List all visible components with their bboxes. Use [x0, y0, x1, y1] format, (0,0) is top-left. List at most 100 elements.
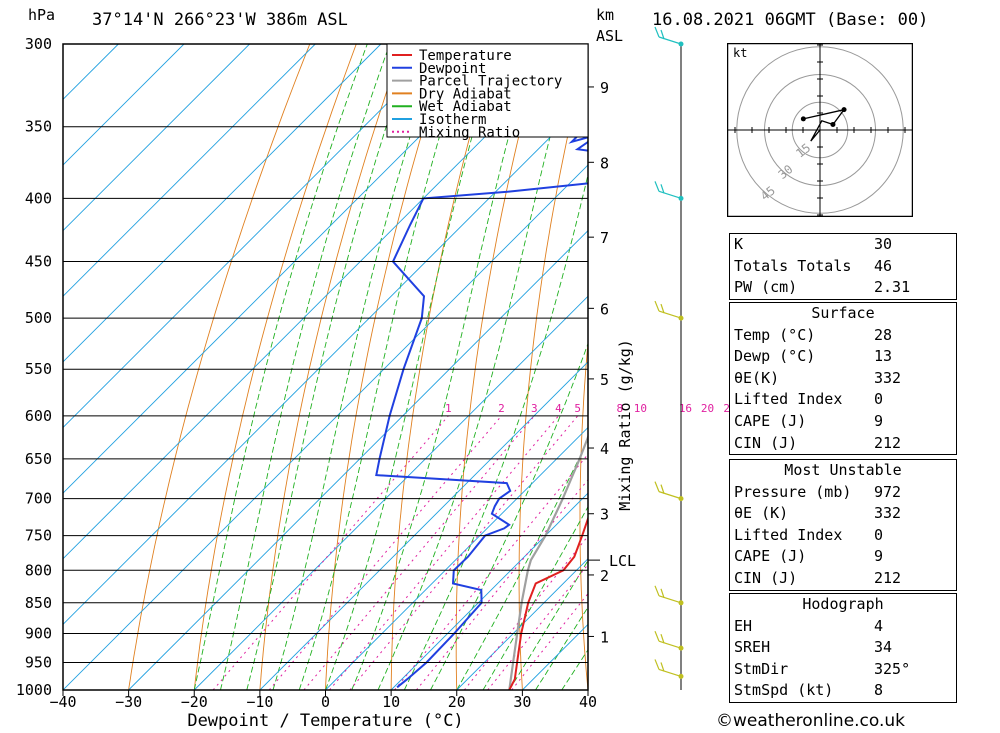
height-km-label: 1 — [600, 628, 609, 646]
isotherm-line — [63, 44, 119, 101]
isotherm-line — [63, 44, 579, 560]
height-km-label: 8 — [600, 154, 609, 172]
mixing-ratio-label: 2 — [498, 402, 505, 415]
pressure-tick-label: 1000 — [16, 681, 52, 699]
surface-row: CAPE (J) 9 — [730, 411, 956, 433]
surface-thetae-label: θE(K) — [734, 368, 780, 387]
surface-li-value: 0 — [874, 390, 884, 409]
height-km-label: 7 — [600, 229, 609, 247]
pressure-tick-label: 650 — [25, 450, 52, 468]
surface-temp-label: Temp (°C) — [734, 325, 816, 344]
stmdir-label: StmDir — [734, 659, 789, 678]
totals-totals-row: Totals Totals 46 — [730, 256, 956, 278]
isotherm-line — [63, 44, 185, 166]
pressure-tick-label: 550 — [25, 360, 52, 378]
mixing-ratio-label: 1 — [445, 402, 452, 415]
pw-row: PW (cm) 2.31 — [730, 277, 956, 299]
temperature-tick-label: 0 — [321, 693, 330, 711]
mu-row: CAPE (J) 9 — [730, 546, 956, 568]
unit-km: km — [596, 6, 615, 24]
unit-hpa: hPa — [28, 6, 56, 24]
pressure-tick-label: 300 — [25, 35, 52, 53]
legend-entry: Mixing Ratio — [419, 125, 520, 141]
height-km-label: 3 — [600, 506, 609, 524]
unit-asl: ASL — [596, 27, 624, 45]
mixing-ratio-label: 8 — [616, 402, 623, 415]
pressure-tick-label: 400 — [25, 189, 52, 207]
hodograph-trace — [803, 108, 846, 142]
stmspd-value: 8 — [874, 681, 884, 700]
hodograph-point — [800, 116, 806, 122]
credit-text: ©weatheronline.co.uk — [716, 711, 906, 731]
legend-entry: Dewpoint — [419, 61, 486, 77]
dry-adiabat-line — [259, 44, 404, 690]
surface-dewp-value: 13 — [874, 347, 893, 366]
mixing-ratio-label: 4 — [555, 402, 562, 415]
stmspd-label: StmSpd (kt) — [734, 681, 834, 700]
pressure-tick-label: 950 — [25, 653, 52, 671]
mu-thetae-value: 332 — [874, 504, 902, 523]
isotherm-line — [259, 361, 588, 690]
pw-value: 2.31 — [874, 278, 911, 297]
temperature-tick-label: −30 — [115, 693, 142, 711]
wet-adiabat-line — [456, 439, 588, 690]
mu-pressure-label: Pressure (mb) — [734, 482, 852, 501]
isotherm-line — [63, 44, 316, 297]
hodo-row: StmDir 325° — [730, 659, 956, 681]
wet-adiabat-line — [482, 505, 588, 690]
legend-entry: Temperature — [419, 48, 512, 64]
temperature-tick-label: 30 — [513, 693, 531, 711]
mu-li-label: Lifted Index — [734, 525, 843, 544]
pressure-tick-label: 450 — [25, 253, 52, 271]
sreh-value: 34 — [874, 638, 893, 657]
mixing-ratio-label: 5 — [574, 402, 581, 415]
surface-cape-value: 9 — [874, 411, 884, 430]
mu-cape-label: CAPE (J) — [734, 547, 807, 566]
k-index-value: 30 — [874, 235, 893, 253]
k-index-row: K 30 — [730, 234, 956, 256]
isotherm-line — [63, 44, 513, 494]
parcel-trajectory-line — [508, 434, 588, 690]
pw-label: PW (cm) — [734, 278, 798, 297]
mu-cape-value: 9 — [874, 547, 884, 566]
pressure-tick-label: 600 — [25, 407, 52, 425]
surface-row: Lifted Index 0 — [730, 389, 956, 411]
isotherm-line — [63, 98, 588, 626]
stmdir-value: 325° — [874, 659, 911, 678]
eh-label: EH — [734, 616, 753, 635]
totals-totals-value: 46 — [874, 256, 893, 275]
isotherm-line — [456, 558, 588, 690]
legend-entry: Isotherm — [419, 112, 486, 128]
wet-adiabat-line — [298, 44, 468, 690]
mu-thetae-label: θE (K) — [734, 504, 789, 523]
hodograph-ring-label: 15 — [793, 141, 813, 161]
wet-adiabat-line — [325, 44, 500, 690]
k-index-label: K — [734, 235, 744, 253]
mixing-ratio-line — [329, 415, 559, 690]
pressure-tick-label: 800 — [25, 561, 52, 579]
totals-totals-label: Totals Totals — [734, 256, 852, 275]
wet-adiabat-line — [220, 44, 391, 690]
mu-cin-value: 212 — [874, 568, 902, 587]
eh-value: 4 — [874, 616, 884, 635]
mu-row: θE (K) 332 — [730, 503, 956, 525]
location-title: 37°14'N 266°23'W 386m ASL — [92, 10, 348, 30]
wet-adiabat-line — [430, 342, 588, 690]
wet-adiabat-line — [351, 44, 535, 690]
dry-adiabat-line — [639, 44, 682, 690]
surface-title: Surface — [811, 304, 875, 322]
height-km-label: 2 — [600, 567, 609, 585]
hodograph-ring-label: 45 — [758, 183, 778, 203]
legend-entry: Dry Adiabat — [419, 86, 512, 102]
temperature-line — [508, 515, 588, 690]
isotherm-line — [63, 44, 250, 232]
temperature-tick-label: −10 — [246, 693, 273, 711]
pressure-tick-label: 850 — [25, 594, 52, 612]
temperature-tick-label: 40 — [579, 693, 597, 711]
mixing-ratio-label: 16 — [679, 402, 692, 415]
temperature-tick-label: −40 — [49, 693, 76, 711]
pressure-tick-label: 700 — [25, 490, 52, 508]
isotherm-line — [193, 295, 588, 690]
surface-thetae-value: 332 — [874, 368, 902, 387]
surface-row: Temp (°C) 28 — [730, 325, 956, 347]
